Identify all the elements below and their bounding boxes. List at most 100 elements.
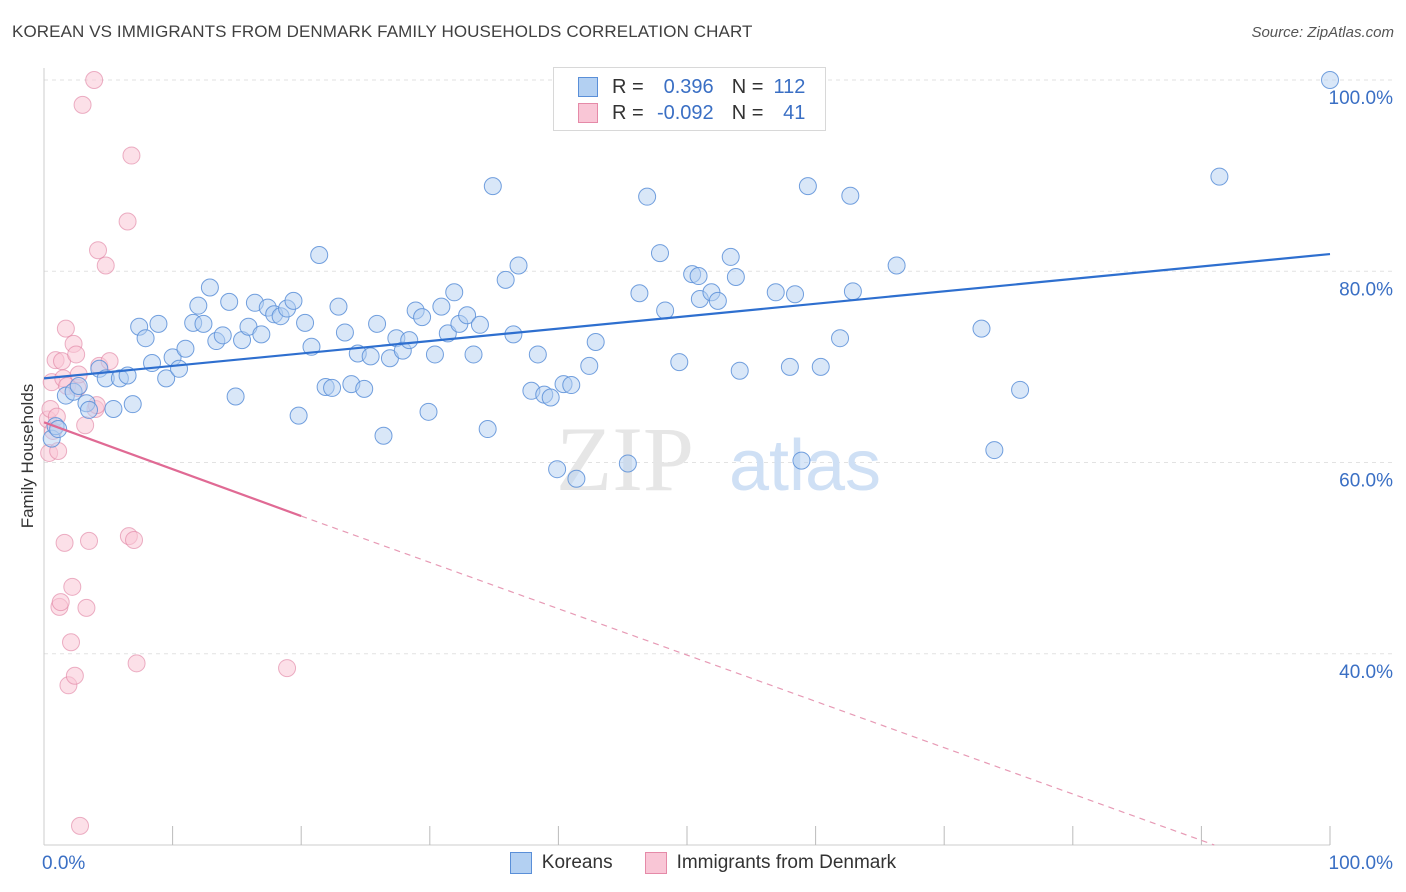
legend-item-koreans: Koreans [509, 852, 613, 874]
korean-point [843, 282, 862, 301]
denmark-point [62, 633, 81, 652]
denmark-point [118, 212, 137, 231]
denmark-point [278, 659, 297, 678]
grid-lines [44, 79, 1392, 655]
korean-point [811, 357, 830, 376]
denmark-point [89, 241, 108, 260]
legend-n-value-koreans: 112 [773, 75, 806, 98]
trend-lines [43, 252, 1331, 846]
korean-point [400, 331, 419, 350]
korean-point [419, 402, 438, 421]
korean-point [650, 244, 669, 263]
korean-point [656, 301, 675, 320]
legend-swatch-denmark [578, 103, 598, 123]
korean-point [730, 361, 749, 380]
korean-point [361, 347, 380, 366]
korean-point [220, 292, 239, 311]
korean-point [1210, 167, 1229, 186]
korean-point [213, 326, 232, 345]
y-tick-labels: 40.0% 60.0% 80.0% 100.0% [1329, 88, 1394, 683]
denmark-point [85, 71, 104, 89]
legend-row-koreans: R = 0.396 N = 112 [578, 75, 805, 99]
korean-point [1321, 71, 1339, 89]
korean-point [708, 291, 727, 310]
korean-point [780, 357, 799, 376]
korean-point [438, 324, 457, 343]
legend-n-label: N = [731, 75, 764, 98]
korean-point [464, 345, 483, 364]
korean-point [323, 378, 342, 397]
korean-point [792, 451, 811, 470]
legend-r-value-koreans: 0.396 [663, 75, 714, 98]
x-tick-labels: 0.0% 100.0% [42, 853, 1393, 874]
korean-point [200, 278, 219, 297]
korean-point [528, 345, 547, 364]
denmark-point [122, 146, 141, 165]
korean-point [721, 247, 740, 266]
korean-point [368, 314, 387, 333]
korean-point [483, 177, 502, 196]
y-axis-label: Family Households [18, 384, 37, 529]
legend-row-denmark: R = -0.092 N = 41 [578, 101, 805, 125]
korean-point [841, 186, 860, 205]
korean-point [296, 313, 315, 332]
legend-label-koreans: Koreans [541, 852, 613, 873]
korean-point [149, 314, 168, 333]
denmark-point [67, 345, 86, 364]
korean-point [972, 319, 991, 338]
korean-point [289, 406, 308, 425]
legend-swatch-koreans [509, 852, 532, 874]
korean-point [413, 308, 432, 327]
denmark-point [127, 654, 146, 673]
korean-point [329, 297, 348, 316]
korean-point [618, 454, 637, 473]
korean-point [831, 329, 850, 348]
korean-point [80, 400, 99, 419]
legend-item-denmark: Immigrants from Denmark [644, 852, 897, 874]
y-tick-label: 80.0% [1339, 279, 1393, 300]
korean-point [496, 270, 515, 289]
denmark-point [51, 593, 70, 612]
korean-point [630, 284, 649, 303]
korean-point [458, 306, 477, 325]
y-tick-label: 40.0% [1339, 662, 1393, 683]
korean-point [425, 345, 444, 364]
korean-point [445, 283, 464, 302]
series-legend: Koreans Immigrants from Denmark [0, 852, 1406, 874]
chart-title: KOREAN VS IMMIGRANTS FROM DENMARK FAMILY… [12, 22, 753, 41]
korean-point [567, 469, 586, 488]
korean-point [335, 323, 354, 342]
x-tick-label-end: 100.0% [1329, 853, 1394, 874]
denmark-point [55, 533, 74, 552]
series-denmark-points [38, 71, 297, 835]
korean-point [541, 388, 560, 407]
korean-point [887, 256, 906, 275]
y-tick-label: 100.0% [1329, 88, 1394, 109]
korean-point [798, 177, 817, 196]
korean-point [1011, 380, 1030, 399]
koreans-trend-line [43, 252, 1331, 380]
korean-point [689, 267, 708, 286]
korean-point [509, 256, 528, 275]
denmark-trend-line [43, 421, 302, 518]
korean-point [548, 460, 567, 479]
korean-point [374, 426, 393, 445]
denmark-point [125, 530, 144, 549]
legend-n-value-denmark: 41 [783, 101, 806, 124]
korean-point [284, 291, 303, 310]
korean-point [104, 399, 123, 418]
denmark-trend-extension [300, 515, 1215, 846]
legend-swatch-denmark [644, 852, 667, 874]
legend-r-value-denmark: -0.092 [656, 101, 714, 124]
korean-point [310, 245, 329, 264]
denmark-point [80, 531, 99, 550]
source-label: Source: ZipAtlas.com [1251, 24, 1394, 41]
korean-point [586, 333, 605, 352]
korean-point [638, 187, 657, 206]
korean-point [355, 379, 374, 398]
korean-point [136, 329, 155, 348]
korean-point [123, 395, 142, 414]
legend-label-denmark: Immigrants from Denmark [676, 852, 897, 873]
korean-point [432, 297, 451, 316]
